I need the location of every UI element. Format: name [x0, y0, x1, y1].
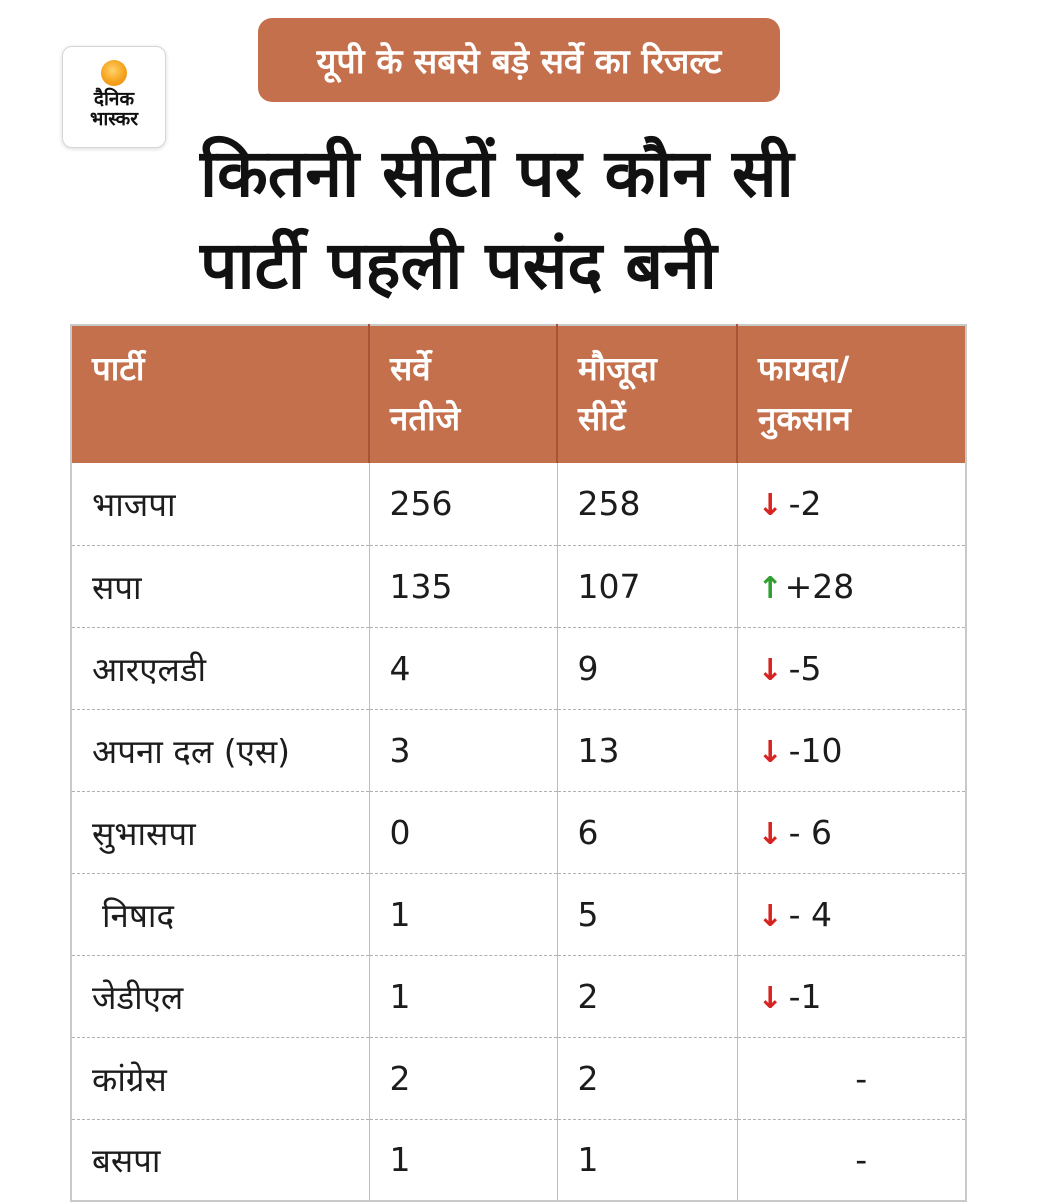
arrow-down-icon: ↓ [757, 898, 783, 934]
arrow-down-icon: ↓ [757, 652, 783, 688]
table-row: सपा 135 107 ↑+28 [71, 545, 966, 628]
header-current: मौजूदा सीटें [556, 325, 737, 463]
party-name: अपना दल (एस) [71, 709, 369, 792]
logo-line-2: भास्कर [89, 108, 139, 130]
change-value: -5 [788, 648, 822, 688]
gain-loss: - [736, 1037, 966, 1120]
current-seats: 107 [556, 545, 737, 628]
sun-icon [101, 60, 127, 86]
party-name: जेडीएल [71, 955, 369, 1038]
banner: यूपी के सबसे बड़े सर्वे का रिजल्ट [258, 18, 780, 102]
party-name: बसपा [92, 1141, 161, 1181]
current-seats: 2 [556, 1037, 737, 1120]
gain-loss: ↓ -10 [736, 709, 966, 792]
arrow-down-icon: ↓ [757, 734, 783, 770]
gain-loss: ↓ - 6 [736, 791, 966, 874]
party-name: आरएलडी [71, 627, 369, 710]
survey-result: 2 [368, 1037, 557, 1120]
gain-loss: ↓ -1 [736, 955, 966, 1038]
current-seats: 6 [556, 791, 737, 874]
party-name: सुभासपा [71, 791, 369, 874]
headline-line-2: पार्टी पहली पसंद बनी [200, 227, 717, 304]
logo-text: दैनिक भास्कर [90, 89, 138, 129]
current-seats: 2 [556, 955, 737, 1038]
change-value: -1 [788, 976, 822, 1016]
change-value: -2 [788, 484, 822, 524]
survey-result: 1 [368, 873, 557, 956]
table-row: भाजपा 256 258 ↓ -2 [71, 463, 966, 546]
gain-loss: ↓ -5 [736, 627, 966, 710]
table-row: निषाद 1 5 ↓ - 4 [71, 873, 966, 956]
party-name: निषाद [71, 873, 369, 956]
survey-result: 0 [368, 791, 557, 874]
gain-loss: ↑+28 [736, 545, 966, 628]
header-survey: सर्वे नतीजे [368, 325, 557, 463]
table-row: जेडीएल 1 2 ↓ -1 [71, 955, 966, 1038]
survey-result: 1 [368, 1119, 557, 1201]
table-row: अपना दल (एस) 3 13 ↓ -10 [71, 709, 966, 792]
change-value: - 6 [788, 812, 833, 852]
headline-line-1: कितनी सीटों पर कौन सी [200, 135, 794, 212]
table-row: आरएलडी 4 9 ↓ -5 [71, 627, 966, 710]
current-seats: 1 [556, 1119, 737, 1201]
header-party: पार्टी [71, 325, 369, 463]
survey-result: 256 [368, 463, 557, 546]
change-value: +28 [784, 566, 855, 606]
table-row: सुभासपा 0 6 ↓ - 6 [71, 791, 966, 874]
current-seats: 9 [556, 627, 737, 710]
table-row: कांग्रेस 2 2- [71, 1037, 966, 1120]
logo-line-1: दैनिक [93, 88, 135, 110]
survey-result: 4 [368, 627, 557, 710]
gain-loss: - [736, 1119, 966, 1201]
survey-result: 3 [368, 709, 557, 792]
results-table: पार्टी सर्वे नतीजे मौजूदा सीटें फायदा/नुकस… [70, 324, 967, 1202]
change-value: -10 [788, 730, 843, 770]
header-change: फायदा/नुकसान [736, 325, 966, 463]
table-row: बसपा 1 1- [71, 1119, 966, 1201]
survey-result: 135 [368, 545, 557, 628]
arrow-down-icon: ↓ [757, 816, 783, 852]
current-seats: 258 [556, 463, 737, 546]
dainik-bhaskar-logo: दैनिक भास्कर [62, 46, 166, 148]
gain-loss: ↓ -2 [736, 463, 966, 546]
headline: कितनी सीटों पर कौन सी पार्टी पहली पसंद ब… [200, 128, 840, 312]
change-value: - 4 [788, 894, 833, 934]
current-seats: 13 [556, 709, 737, 792]
table-header-row: पार्टी सर्वे नतीजे मौजूदा सीटें फायदा/नुकस… [71, 325, 966, 463]
arrow-up-icon: ↑ [757, 570, 783, 606]
current-seats: 5 [556, 873, 737, 956]
party-name: सपा [71, 545, 369, 628]
survey-result: 1 [368, 955, 557, 1038]
party-name: भाजपा [71, 463, 369, 546]
party-name: कांग्रेस [71, 1037, 369, 1120]
arrow-down-icon: ↓ [757, 980, 783, 1016]
arrow-down-icon: ↓ [757, 488, 783, 524]
gain-loss: ↓ - 4 [736, 873, 966, 956]
